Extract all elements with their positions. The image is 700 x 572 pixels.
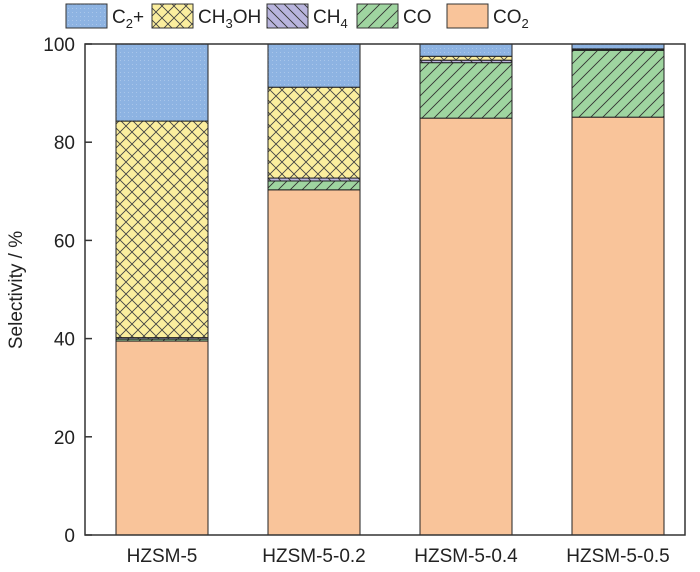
- bar-segment-c2-2: [419, 43, 513, 57]
- legend-label: C2+: [112, 7, 144, 31]
- legend-swatch: [65, 3, 108, 29]
- bar-segment-ch3oh-0: [115, 120, 209, 339]
- legend-item-co: CO: [356, 3, 432, 29]
- bar-segment-co-1: [267, 180, 361, 191]
- bar-segment-ch3oh-1: [267, 86, 361, 179]
- bar-segment-co2-2: [419, 117, 513, 536]
- plot-area: [84, 43, 686, 536]
- bar-segment-c2-0: [115, 43, 209, 122]
- legend-swatch: [151, 3, 194, 29]
- y-tick-label: 40: [54, 330, 75, 351]
- x-tick-label: HZSM-5: [127, 546, 198, 567]
- legend-label: CO2: [493, 7, 529, 31]
- x-tick-label: HZSM-5-0.4: [414, 546, 518, 567]
- legend-swatch: [356, 3, 399, 29]
- bar-segment-c2-1: [267, 43, 361, 88]
- legend-label: CH3OH: [198, 7, 261, 31]
- y-axis-label: Selectivity / %: [6, 231, 27, 349]
- legend: C2+ CH3OH CH4 CO CO2: [65, 3, 529, 31]
- bar-segment-co2-3: [571, 116, 665, 536]
- y-axis: 0 20 40 60 80 100: [43, 35, 92, 547]
- x-axis: HZSM-5 HZSM-5-0.2 HZSM-5-0.4 HZSM-5-0.5: [127, 546, 670, 567]
- plot-frame: [84, 43, 686, 536]
- x-tick-label: HZSM-5-0.2: [262, 546, 365, 567]
- y-tick-label: 80: [54, 133, 75, 154]
- legend-item-ch4: CH4: [266, 3, 348, 31]
- legend-item-co2: CO2: [446, 3, 529, 31]
- y-tick-label: 20: [54, 428, 75, 449]
- y-tick-label: 60: [54, 231, 75, 252]
- x-tick-label: HZSM-5-0.5: [566, 546, 669, 567]
- legend-swatch: [446, 3, 489, 29]
- bar-segment-co-2: [419, 62, 513, 119]
- legend-swatch: [266, 3, 309, 29]
- bar-segment-ch3oh-2: [419, 55, 513, 61]
- legend-label: CH4: [313, 7, 348, 31]
- legend-item-ch3oh: CH3OH: [151, 3, 261, 31]
- y-tick-label: 100: [43, 35, 75, 56]
- legend-item-c2: C2+: [65, 3, 144, 31]
- bar-segment-co-3: [571, 49, 665, 118]
- y-tick-label: 0: [64, 526, 75, 547]
- bar-segment-co2-0: [115, 340, 209, 536]
- legend-label: CO: [403, 7, 432, 28]
- bar-segment-co2-1: [267, 189, 361, 536]
